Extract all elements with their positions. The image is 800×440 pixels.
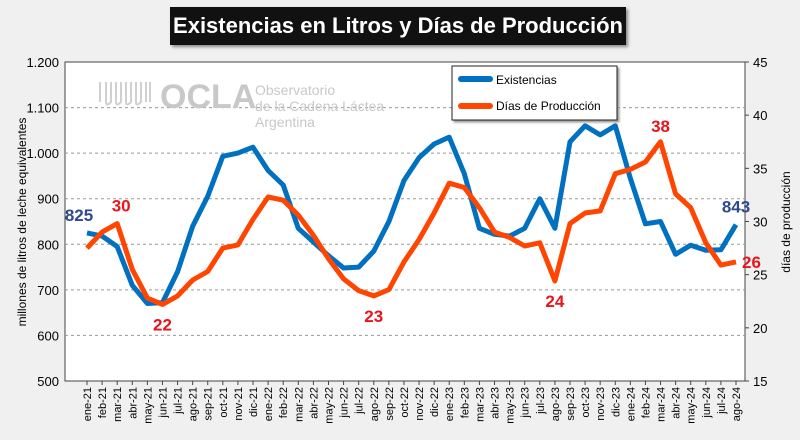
x-tick-label: may-22 xyxy=(323,387,335,424)
y2-tick-label: 30 xyxy=(753,215,767,230)
data-label: 38 xyxy=(651,117,670,136)
data-label: 30 xyxy=(112,197,131,216)
series-lines xyxy=(85,123,739,307)
x-tick-label: feb-23 xyxy=(459,387,471,418)
x-tick-label: mar-23 xyxy=(474,387,486,422)
data-label: 23 xyxy=(364,307,383,326)
watermark-line3: Argentina xyxy=(255,114,315,130)
x-tick-label: sep-23 xyxy=(565,387,577,421)
data-label: 825 xyxy=(65,206,93,225)
data-labels: 825 843 30 22 23 24 38 26 xyxy=(65,117,761,335)
y2-tick-label: 45 xyxy=(753,55,767,70)
x-tick-label: abr-21 xyxy=(127,387,139,419)
x-tick-label: mar-21 xyxy=(112,387,124,422)
x-tick-label: jul-23 xyxy=(535,387,547,415)
watermark-line1: Observatorio xyxy=(255,82,335,98)
x-tick-label: abr-24 xyxy=(671,387,683,419)
gridlines xyxy=(65,107,745,336)
left-axis-ticks: 500 600 700 800 900 1.000 1.100 1.200 xyxy=(26,55,59,389)
x-tick-label: oct-21 xyxy=(218,387,230,418)
x-tick-label: dic-23 xyxy=(610,387,622,417)
x-tick-label: sep-21 xyxy=(203,387,215,421)
watermark-line2: de la Cadena Láctea xyxy=(255,98,384,114)
x-tick-label: jul-22 xyxy=(354,387,366,415)
x-tick-label: may-21 xyxy=(142,387,154,424)
x-tick-label: jul-21 xyxy=(173,387,185,415)
x-tick-label: dic-21 xyxy=(248,387,260,417)
x-tick-label: nov-23 xyxy=(595,387,607,421)
x-tick-label: abr-22 xyxy=(308,387,320,419)
x-tick-label: nov-21 xyxy=(233,387,245,421)
legend-label-dias: Días de Producción xyxy=(496,99,601,113)
x-tick-label: may-24 xyxy=(686,387,698,424)
x-tick-label: ago-21 xyxy=(188,387,200,421)
x-tick-label: jun-22 xyxy=(339,387,351,419)
data-label: 843 xyxy=(722,198,750,217)
x-tick-label: ene-24 xyxy=(625,387,637,421)
x-tick-label: oct-23 xyxy=(580,387,592,418)
x-tick-label: feb-22 xyxy=(278,387,290,418)
x-tick-label: mar-24 xyxy=(656,387,668,422)
x-tick-label: ene-23 xyxy=(444,387,456,421)
x-tick-label: dic-22 xyxy=(429,387,441,417)
x-tick-label: feb-21 xyxy=(97,387,109,418)
y-tick-label: 900 xyxy=(37,192,59,207)
y2-tick-label: 25 xyxy=(753,268,767,283)
x-tick-label: ene-21 xyxy=(82,387,94,421)
legend: Existencias Días de Producción xyxy=(451,65,618,121)
x-tick-label: jun-23 xyxy=(520,387,532,419)
x-tick-label: ago-22 xyxy=(369,387,381,421)
y2-tick-label: 15 xyxy=(753,374,767,389)
data-label: 24 xyxy=(545,292,564,311)
y2-tick-label: 40 xyxy=(753,108,767,123)
x-tick-label: sep-22 xyxy=(384,387,396,421)
x-tick-label: oct-22 xyxy=(399,387,411,418)
x-tick-label: may-23 xyxy=(505,387,517,424)
y-tick-label: 1.100 xyxy=(26,101,59,116)
chart-title: Existencias en Litros y Días de Producci… xyxy=(170,7,626,45)
y-tick-label: 1.000 xyxy=(26,146,59,161)
y-tick-label: 800 xyxy=(37,237,59,252)
x-tick-label: feb-24 xyxy=(640,387,652,418)
x-tick-label: ago-24 xyxy=(731,387,743,421)
plot-area xyxy=(64,61,746,382)
data-label: 26 xyxy=(742,253,761,272)
y2-axis-label: días de producción xyxy=(779,171,793,272)
x-tick-label: jun-21 xyxy=(157,387,169,419)
x-tick-label: ago-23 xyxy=(550,387,562,421)
x-tick-label: ene-22 xyxy=(263,387,275,421)
y2-tick-label: 20 xyxy=(753,321,767,336)
y-tick-label: 700 xyxy=(37,283,59,298)
legend-label-existencias: Existencias xyxy=(496,73,557,87)
watermark-logo: OCLA Observatorio de la Cadena Láctea Ar… xyxy=(99,78,384,130)
y-tick-label: 1.200 xyxy=(26,55,59,70)
y-axis-label: millones de litros de leche equivalentes xyxy=(15,118,29,327)
y-tick-label: 600 xyxy=(37,328,59,343)
x-tick-label: mar-22 xyxy=(293,387,305,422)
x-tick-label: jun-24 xyxy=(701,387,713,419)
x-axis-ticks: ene-21 feb-21 mar-21 abr-21 may-21 jun-21 jul-… xyxy=(82,381,743,424)
x-tick-label: nov-22 xyxy=(414,387,426,421)
watermark-ocla: OCLA xyxy=(160,78,256,116)
y-tick-label: 500 xyxy=(37,374,59,389)
y2-tick-label: 35 xyxy=(753,161,767,176)
data-label: 22 xyxy=(153,315,172,334)
x-tick-label: abr-23 xyxy=(490,387,502,419)
right-axis-ticks: 15 20 25 30 35 40 45 xyxy=(745,55,767,389)
x-tick-label: jul-24 xyxy=(716,387,728,415)
series-line-dias-produccion xyxy=(85,139,737,307)
